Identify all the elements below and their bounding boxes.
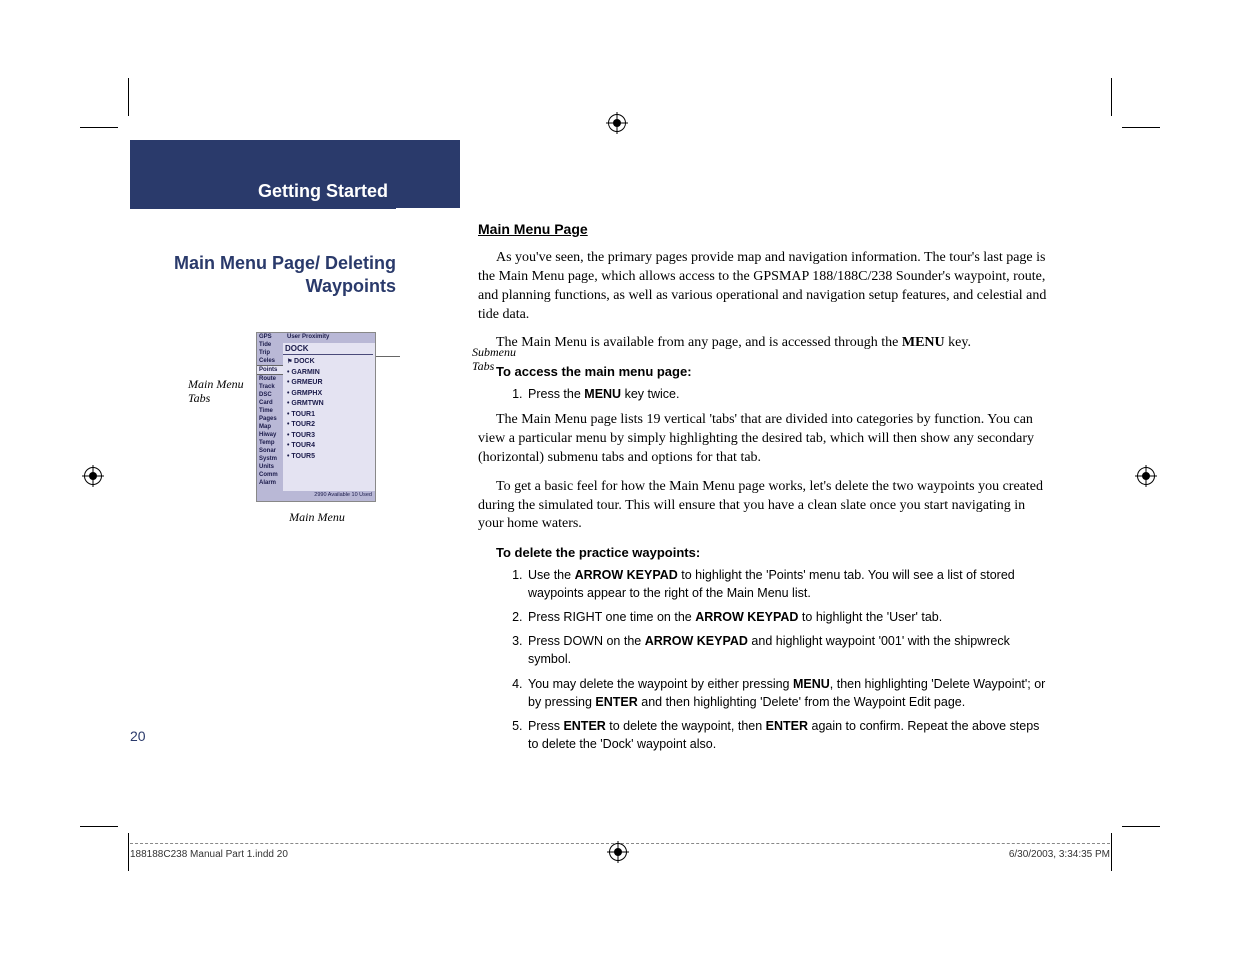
footer-timestamp: 6/30/2003, 3:34:35 PM [1009, 849, 1110, 860]
screenshot-tab: Time [257, 407, 283, 415]
screenshot-tab: Units [257, 463, 283, 471]
registration-mark [84, 467, 102, 485]
screenshot-list-row: GRMEUR [287, 378, 324, 389]
screenshot-list-row: TOUR5 [287, 452, 324, 463]
section-title: Getting Started [130, 176, 396, 209]
list-item: Press RIGHT one time on the ARROW KEYPAD… [526, 608, 1048, 626]
list-item: Use the ARROW KEYPAD to highlight the 'P… [526, 566, 1048, 602]
screenshot-tab: Celes [257, 357, 283, 365]
screenshot-tab: Temp [257, 439, 283, 447]
screenshot-tab: GPS [257, 333, 283, 341]
list-item: Press ENTER to delete the waypoint, then… [526, 717, 1048, 753]
screenshot-tab: DSC [257, 391, 283, 399]
screenshot-list-row: TOUR3 [287, 431, 324, 442]
screenshot-tab: Tide [257, 341, 283, 349]
callout-line [376, 356, 400, 357]
screenshot-tab: Hiway [257, 431, 283, 439]
screenshot-list-row: TOUR4 [287, 441, 324, 452]
screenshot-tab: Systm [257, 455, 283, 463]
screenshot-list-title: DOCK [285, 344, 309, 353]
body-text: Main Menu Page As you've seen, the prima… [478, 220, 1048, 759]
screenshot-tab: Sonar [257, 447, 283, 455]
registration-mark [1137, 467, 1155, 485]
list-item: Press the MENU key twice. [526, 385, 1048, 403]
sub-heading: To access the main menu page: [496, 363, 1048, 381]
screenshot-footer: 2990 Available 10 Used [283, 491, 375, 501]
screenshot-tab: Points [257, 365, 283, 375]
screenshot-list-row: DOCK [287, 357, 324, 368]
screenshot-list-row: GRMPHX [287, 389, 324, 400]
screenshot-tab: Alarm [257, 479, 283, 487]
figure-label-left: Main Menu Tabs [188, 378, 246, 406]
screenshot-list-row: GARMIN [287, 368, 324, 379]
screenshot-tab: Track [257, 383, 283, 391]
content-heading: Main Menu Page [478, 220, 1048, 239]
screenshot-tab: Route [257, 375, 283, 383]
steps-list: Use the ARROW KEYPAD to highlight the 'P… [526, 566, 1048, 753]
page-number: 20 [130, 728, 146, 744]
registration-mark [609, 843, 627, 861]
page-content: Getting Started Main Menu Page/ Deleting… [130, 140, 1110, 780]
screenshot-tab: Trip [257, 349, 283, 357]
paragraph: The Main Menu is available from any page… [478, 334, 1048, 353]
paragraph: To get a basic feel for how the Main Men… [478, 478, 1048, 535]
screenshot-list-row: GRMTWN [287, 399, 324, 410]
screenshot-submenu-header: User Proximity [283, 333, 375, 343]
list-item: You may delete the waypoint by either pr… [526, 675, 1048, 711]
topic-title: Main Menu Page/ Deleting Waypoints [130, 252, 396, 299]
footer-file-info: 188188C238 Manual Part 1.indd 20 [130, 849, 288, 860]
screenshot-tab: Map [257, 423, 283, 431]
screenshot-tab: Card [257, 399, 283, 407]
screenshot-tab: Pages [257, 415, 283, 423]
steps-list: Press the MENU key twice. [526, 385, 1048, 403]
sub-heading: To delete the practice waypoints: [496, 544, 1048, 562]
screenshot-tab: Comm [257, 471, 283, 479]
paragraph: As you've seen, the primary pages provid… [478, 249, 1048, 325]
figure-caption: Main Menu [192, 510, 442, 525]
list-item: Press DOWN on the ARROW KEYPAD and highl… [526, 632, 1048, 668]
screenshot-main-menu: GPSTideTripCelesPointsRouteTrackDSCCardT… [256, 332, 376, 502]
registration-mark [608, 114, 626, 132]
screenshot-list-row: TOUR1 [287, 410, 324, 421]
screenshot-list-row: TOUR2 [287, 420, 324, 431]
paragraph: The Main Menu page lists 19 vertical 'ta… [478, 411, 1048, 468]
